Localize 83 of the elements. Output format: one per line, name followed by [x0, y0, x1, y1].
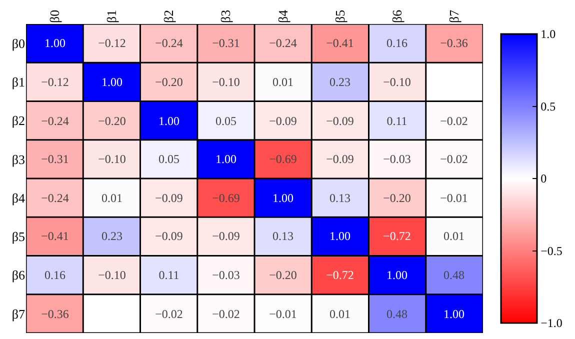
data-label: 1.00: [102, 75, 122, 90]
data-label: −0.31: [212, 36, 240, 50]
x-tick-label: β2: [161, 10, 176, 23]
data-label: −0.31: [41, 152, 69, 166]
x-tick-label: β5: [332, 10, 348, 23]
data-label: −0.24: [155, 36, 183, 50]
y-tick-label: β3: [12, 152, 25, 167]
data-label: 1.00: [272, 191, 294, 206]
x-tick-label: β1: [104, 10, 119, 23]
data-label: −0.20: [98, 114, 126, 128]
data-label: 0.23: [102, 229, 122, 244]
data-label: −0.09: [326, 114, 354, 128]
data-label: 0.01: [444, 229, 464, 244]
x-tick-label: β4: [275, 9, 290, 23]
data-label: 0.01: [102, 191, 122, 206]
data-label: −0.09: [212, 229, 240, 244]
data-label: 0.48: [386, 307, 408, 322]
data-label: 0.16: [44, 268, 66, 282]
data-label: −0.24: [41, 191, 69, 206]
x-tick-label: β3: [218, 10, 234, 23]
data-label: 1.00: [44, 36, 66, 50]
data-label: −0.36: [41, 307, 69, 322]
data-label: 0.05: [216, 114, 236, 128]
x-tick-label: β6: [390, 9, 405, 23]
data-label: 1.00: [444, 307, 464, 322]
data-label: −0.02: [212, 307, 240, 322]
data-label: −0.72: [326, 268, 354, 282]
data-label: 1.00: [386, 268, 408, 282]
data-label: −0.72: [383, 229, 411, 244]
data-label: −0.10: [98, 152, 126, 166]
data-label: −0.20: [155, 75, 183, 90]
color-bar-label: −0.5: [540, 244, 562, 258]
data-label: −0.41: [41, 229, 69, 244]
data-label: −0.09: [269, 114, 297, 128]
data-label: −0.09: [155, 191, 183, 206]
data-label: −0.02: [440, 114, 468, 128]
data-label: 0.16: [386, 36, 408, 50]
y-tick-label: β4: [12, 190, 26, 206]
color-bar-label: 0: [540, 172, 547, 186]
data-label: 0.11: [158, 268, 180, 282]
data-label: −0.20: [269, 268, 297, 282]
data-label: −0.01: [440, 191, 468, 206]
data-label: 0.23: [330, 75, 350, 90]
data-label: −0.09: [326, 152, 354, 166]
data-label: −0.09: [155, 229, 183, 244]
x-tick-label: β0: [46, 10, 62, 23]
data-label: −0.01: [269, 307, 297, 322]
y-tick-label: β5: [12, 228, 25, 244]
data-label: −0.20: [383, 191, 411, 206]
y-tick-label: β1: [12, 74, 25, 90]
y-tick-label: β6: [12, 268, 26, 283]
color-bar-label: −1.0: [540, 316, 562, 330]
data-label: −0.24: [269, 36, 297, 50]
data-label: −0.10: [98, 268, 126, 282]
data-label: 0.01: [272, 75, 294, 90]
data-label: −0.24: [41, 114, 69, 128]
data-label: −0.10: [212, 75, 240, 90]
data-label: −0.10: [383, 75, 411, 90]
data-label: −0.12: [98, 36, 126, 50]
data-label: 1.00: [330, 229, 350, 244]
y-tick-label: β0: [12, 36, 25, 51]
y-tick-label: β7: [12, 306, 26, 322]
data-label: −0.69: [212, 191, 240, 206]
y-tick-label: β2: [12, 113, 25, 128]
data-label: 0.13: [272, 229, 294, 244]
data-label: −0.03: [212, 268, 240, 282]
data-label: 0.11: [386, 114, 408, 128]
data-label: 1.00: [158, 114, 180, 128]
data-label: −0.02: [440, 152, 468, 166]
data-label: −0.02: [155, 307, 183, 322]
data-label: −0.69: [269, 152, 297, 166]
x-tick-label: β7: [446, 9, 462, 23]
data-label: 0.13: [330, 191, 350, 206]
data-label: 0.48: [444, 268, 464, 282]
data-label: −0.36: [440, 36, 468, 50]
color-bar-label: 1.0: [540, 27, 556, 42]
data-label: −0.41: [326, 36, 354, 50]
data-label: 1.00: [216, 152, 236, 166]
data-label: −0.03: [383, 152, 411, 166]
color-bar-label: 0.5: [540, 99, 556, 114]
data-label: 0.01: [330, 307, 350, 322]
data-label: −0.12: [41, 75, 69, 90]
data-label: 0.05: [158, 152, 180, 166]
